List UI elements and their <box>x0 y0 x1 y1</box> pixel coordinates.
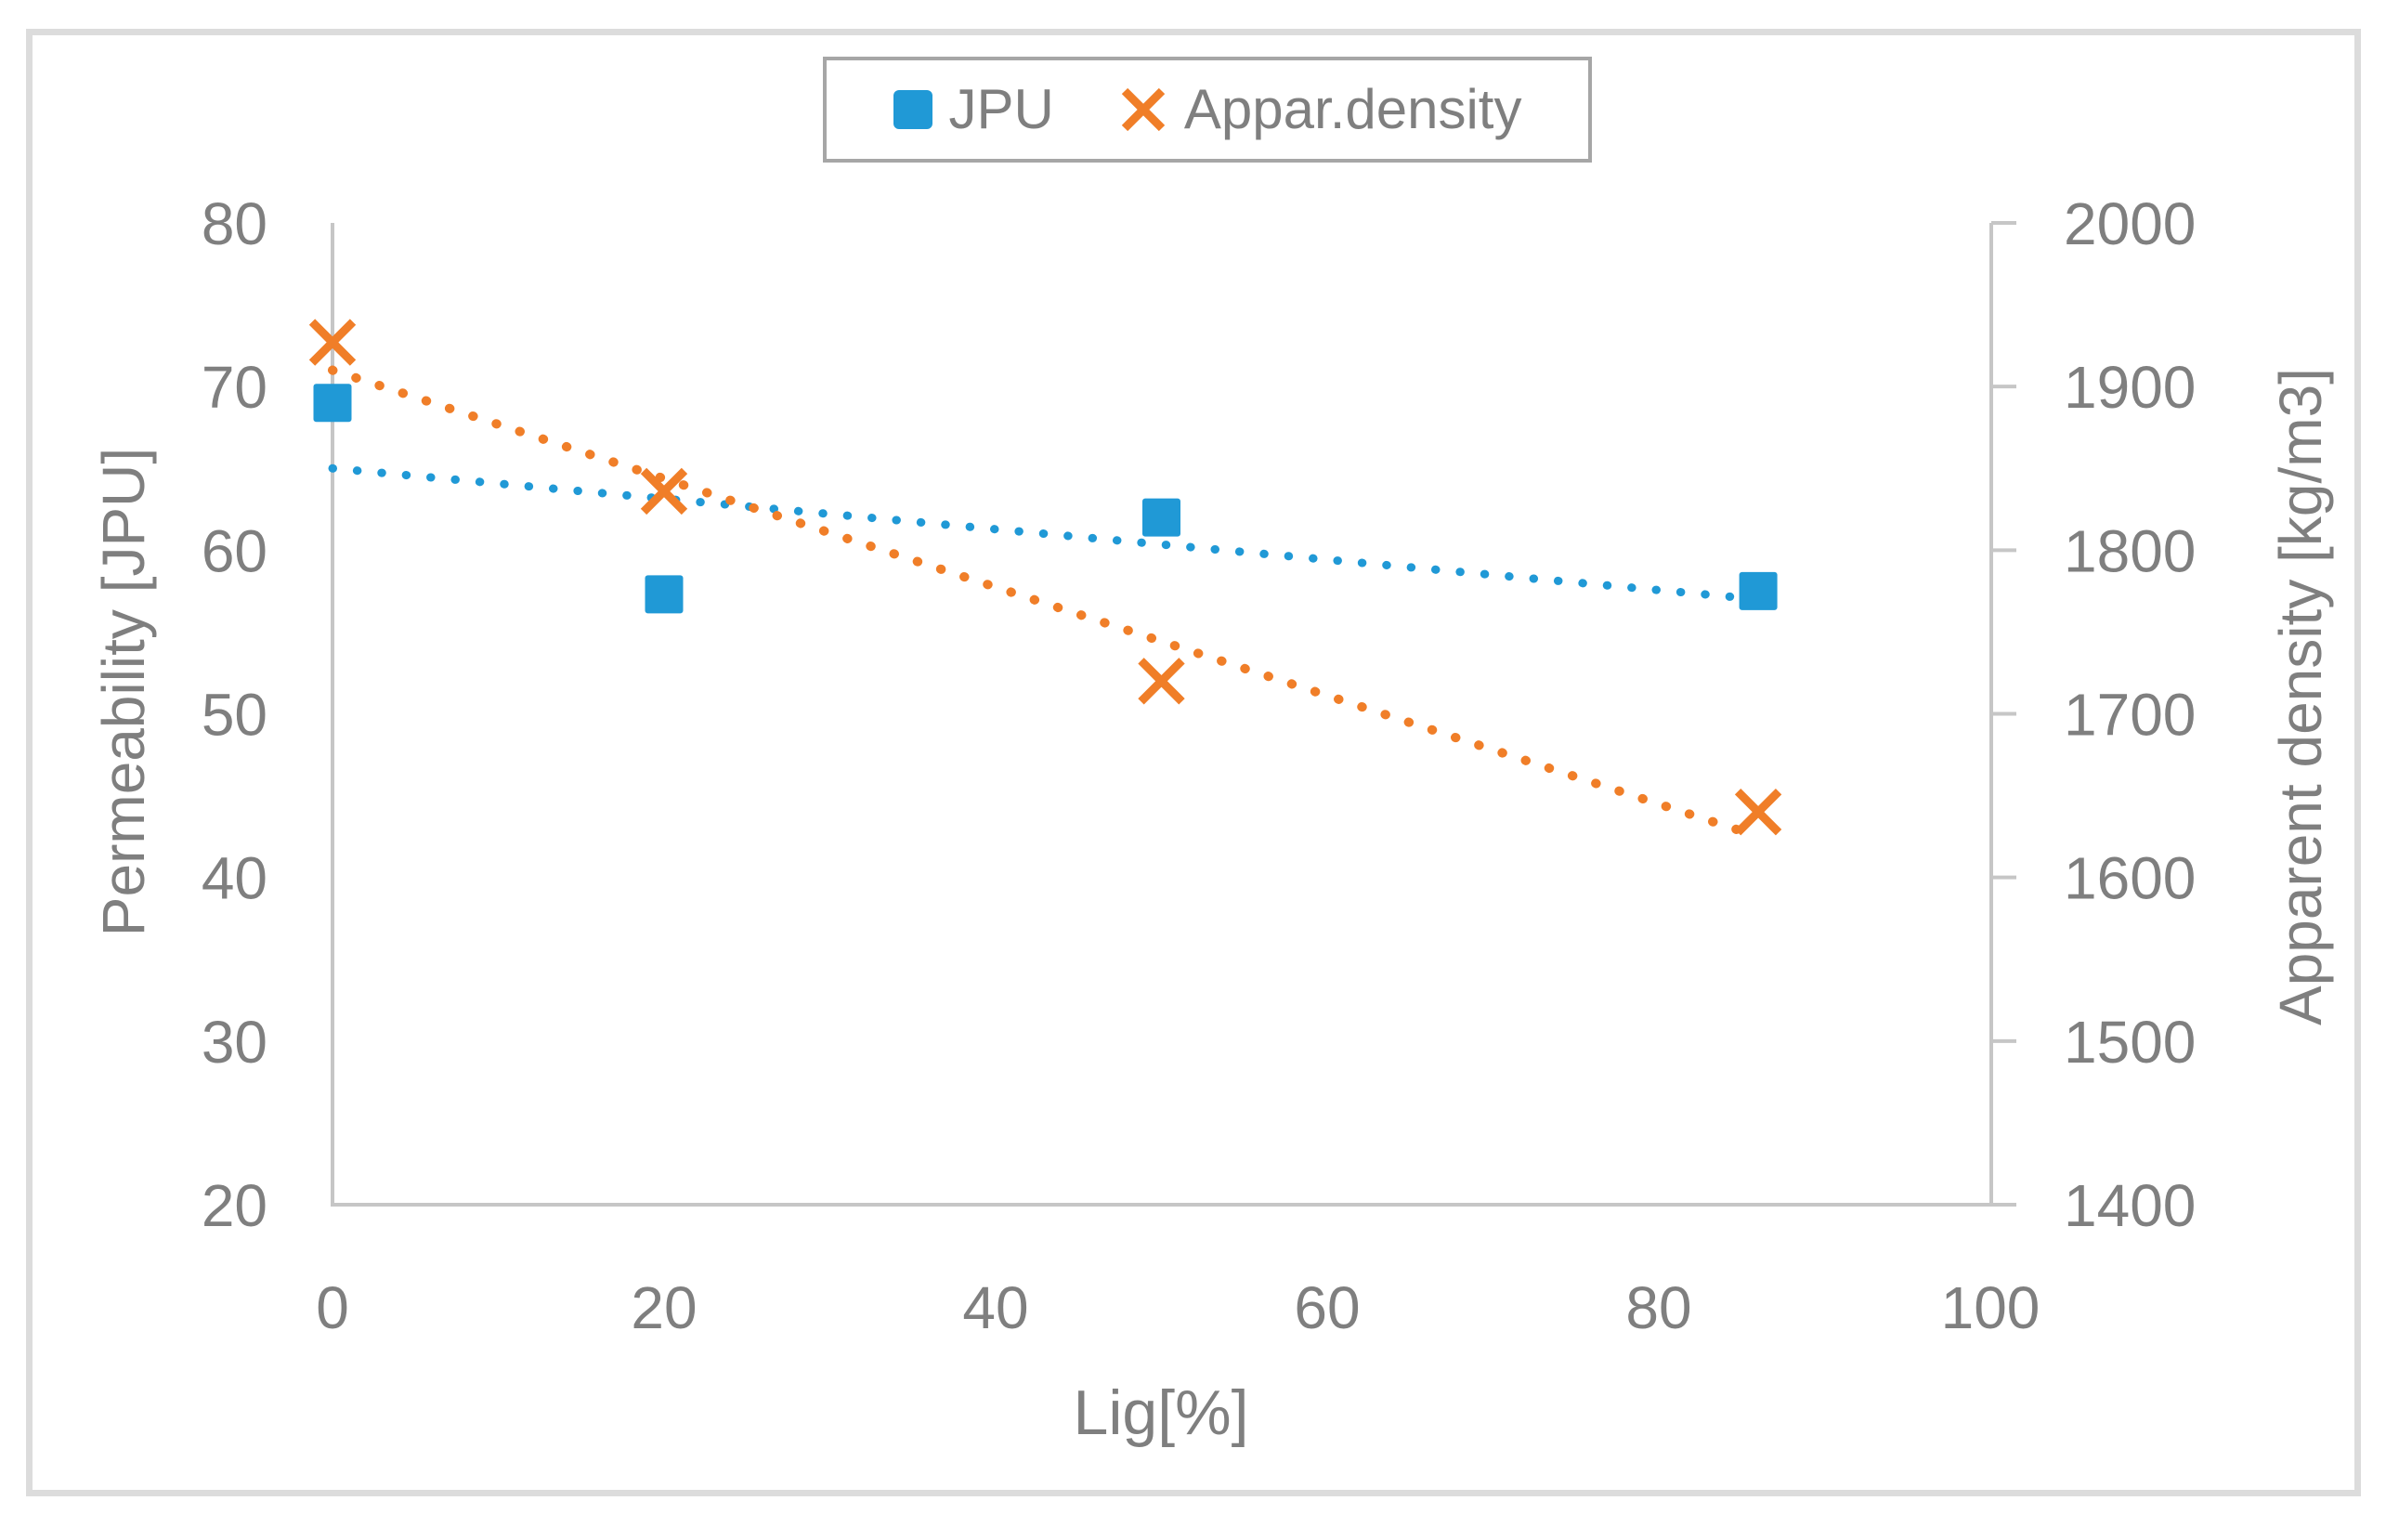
y-right-tick-label: 1500 <box>2064 1009 2196 1076</box>
x-tick-label: 40 <box>962 1274 1028 1341</box>
density-point <box>1734 789 1782 836</box>
density-point <box>308 319 357 366</box>
legend-item-density: Appar.density <box>1119 78 1522 140</box>
x-tick-label: 60 <box>1294 1274 1360 1341</box>
jpu-trendline <box>328 463 1763 604</box>
y-right-tick-label: 1700 <box>2064 682 2196 749</box>
y-right-tick-label: 1400 <box>2064 1172 2196 1239</box>
jpu-point <box>1142 498 1180 537</box>
jpu-point <box>645 575 684 614</box>
x-tick-label: 80 <box>1625 1274 1691 1341</box>
y-left-tick-label: 20 <box>202 1172 267 1239</box>
jpu-point <box>313 384 352 423</box>
y-left-tick-label: 60 <box>202 517 267 584</box>
x-axis-title: Lig[%] <box>1073 1377 1249 1448</box>
figure-border <box>26 29 2361 1496</box>
legend-label-jpu: JPU <box>948 78 1054 140</box>
x-tick-label: 20 <box>631 1274 697 1341</box>
jpu-point <box>1739 571 1778 610</box>
legend: JPU Appar.density <box>823 57 1592 163</box>
y-left-tick-label: 80 <box>202 190 267 257</box>
x-tick-label: 0 <box>316 1274 349 1341</box>
density-point <box>1138 658 1185 705</box>
density-trendline <box>328 365 1764 842</box>
y-left-tick-label: 40 <box>202 845 267 912</box>
y-right-tick-label: 1800 <box>2064 517 2196 584</box>
y-right-tick-label: 1600 <box>2064 845 2196 912</box>
density-point <box>640 467 688 516</box>
y-left-tick-label: 70 <box>202 354 267 421</box>
legend-label-density: Appar.density <box>1183 78 1522 140</box>
y-right-tick-label: 2000 <box>2064 190 2196 257</box>
square-marker-icon <box>893 90 932 129</box>
y-left-tick-label: 50 <box>202 682 267 749</box>
x-tick-label: 100 <box>1941 1274 2040 1341</box>
y-left-tick-label: 30 <box>202 1009 267 1076</box>
legend-item-jpu: JPU <box>893 82 1054 137</box>
x-marker-icon <box>1121 87 1166 132</box>
y-right-tick-label: 1900 <box>2064 354 2196 421</box>
